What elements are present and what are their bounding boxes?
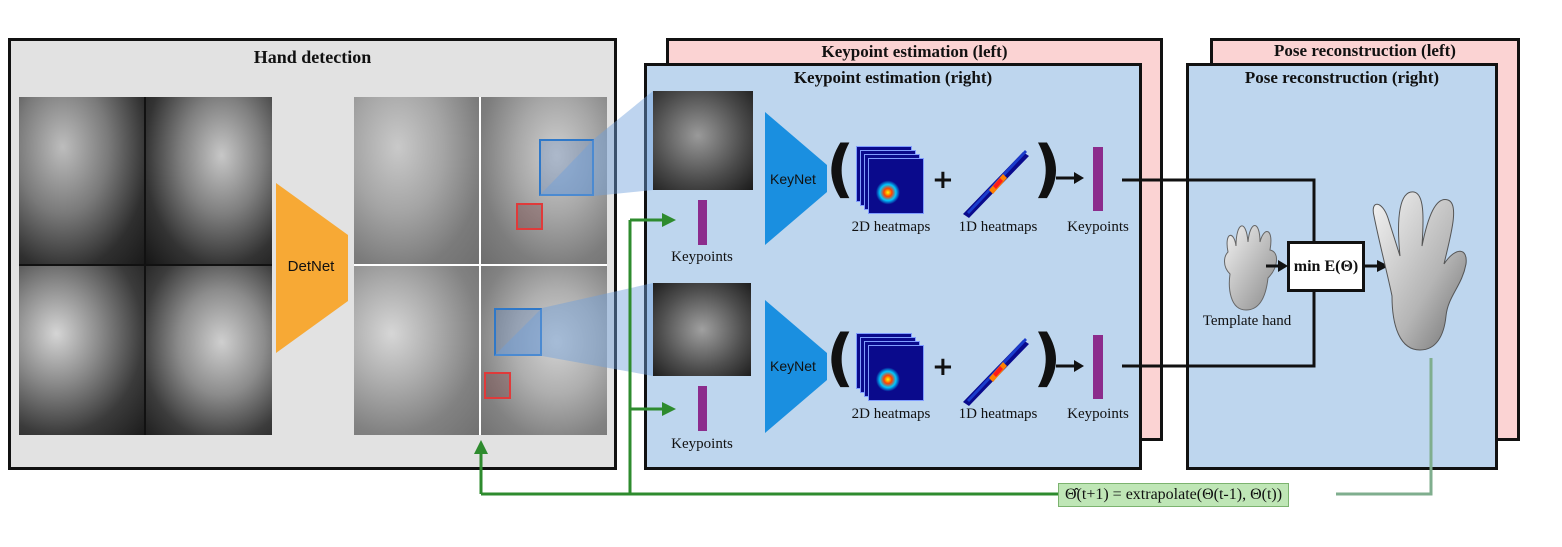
detnet-label: DetNet bbox=[287, 258, 335, 275]
pose-left-title: Pose reconstruction (left) bbox=[1274, 41, 1456, 60]
arrow-to-keypoints-top bbox=[1056, 172, 1084, 184]
hand-crop-bottom bbox=[653, 283, 751, 376]
heatmaps-2d-bottom-label: 2D heatmaps bbox=[851, 406, 931, 422]
heatmaps-1d-bottom bbox=[963, 338, 1029, 406]
keynet-network-bottom bbox=[765, 300, 827, 433]
plus-top: + bbox=[932, 165, 954, 195]
keypoint-left-title: Keypoint estimation (left) bbox=[821, 42, 1008, 61]
open-paren-bottom: ( bbox=[826, 321, 855, 394]
keypoints-output-top-label: Keypoints bbox=[1067, 219, 1129, 235]
close-paren-bottom: ) bbox=[1033, 321, 1062, 394]
keynet-top-label: KeyNet bbox=[770, 171, 816, 187]
extrapolation-formula: Θ̂(t+1) = extrapolate(Θ(t-1), Θ(t)) bbox=[1058, 483, 1290, 507]
arrow-template-to-min bbox=[1266, 260, 1288, 272]
keypoint-right-title: Keypoint estimation (right) bbox=[793, 68, 993, 87]
keypoints-prior-bottom-label: Keypoints bbox=[671, 436, 733, 452]
arrow-min-to-result bbox=[1365, 260, 1389, 272]
heatmaps-2d-bottom bbox=[856, 333, 936, 408]
keypoints-output-bottom-label: Keypoints bbox=[1067, 406, 1129, 422]
hand-box-bottom-left bbox=[484, 372, 511, 399]
heatmaps-2d-top-label: 2D heatmaps bbox=[851, 219, 931, 235]
input-camera-mosaic bbox=[19, 97, 272, 435]
keynet-network-top bbox=[765, 112, 827, 245]
hand-box-bottom bbox=[494, 308, 542, 356]
heatmaps-1d-bottom-label: 1D heatmaps bbox=[958, 406, 1038, 422]
keypoints-bar-output-bottom bbox=[1093, 335, 1103, 399]
keypoints-bar-prior-bottom bbox=[698, 386, 707, 431]
close-paren-top: ) bbox=[1033, 132, 1062, 205]
keypoints-bar-prior-top bbox=[698, 200, 707, 245]
pose-right-title: Pose reconstruction (right) bbox=[1244, 68, 1440, 87]
template-hand-model bbox=[1224, 225, 1277, 311]
hand-detection-title: Hand detection bbox=[253, 47, 372, 67]
energy-minimization-box: min E(Θ) bbox=[1287, 241, 1365, 292]
detnet-network bbox=[276, 183, 348, 353]
template-hand-label: Template hand bbox=[1202, 313, 1292, 329]
keynet-bottom-label: KeyNet bbox=[770, 358, 816, 374]
heatmaps-1d-top-label: 1D heatmaps bbox=[958, 219, 1038, 235]
keypoints-bar-output-top bbox=[1093, 147, 1103, 211]
hand-box-top bbox=[539, 139, 594, 196]
open-paren-top: ( bbox=[826, 132, 855, 205]
energy-minimization-label: min E(Θ) bbox=[1293, 258, 1359, 275]
reconstructed-hand-model bbox=[1372, 191, 1467, 351]
heatmaps-1d-top bbox=[963, 150, 1029, 218]
arrow-to-keypoints-bottom bbox=[1056, 360, 1084, 372]
detection-output-mosaic bbox=[354, 97, 607, 435]
keypoints-prior-top-label: Keypoints bbox=[671, 249, 733, 265]
plus-bottom: + bbox=[932, 352, 954, 382]
hand-box-top-left bbox=[516, 203, 543, 230]
hand-crop-top bbox=[653, 91, 753, 190]
heatmaps-2d-top bbox=[856, 146, 936, 221]
